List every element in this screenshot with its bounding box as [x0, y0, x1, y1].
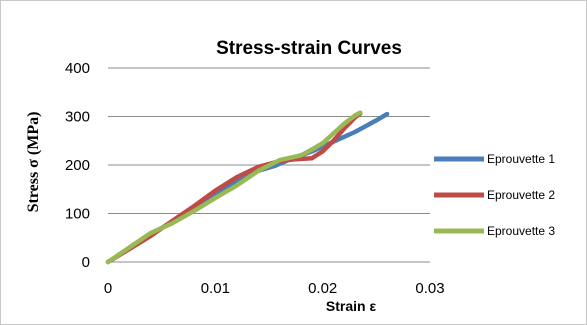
legend: Eprouvette 1 Eprouvette 2 Eprouvette 3	[434, 152, 555, 238]
series-line	[108, 114, 387, 262]
y-tick-label: 100	[65, 206, 90, 223]
series-lines	[108, 113, 387, 262]
y-tick-label: 400	[65, 60, 90, 77]
legend-label: Eprouvette 3	[487, 224, 555, 238]
x-tick-label: 0.01	[201, 280, 230, 297]
x-tick-label: 0	[104, 280, 112, 297]
chart-title: Stress-strain Curves	[216, 38, 402, 59]
y-axis-label: Stress σ (MPa)	[25, 112, 42, 213]
y-tick-label: 300	[65, 109, 90, 126]
legend-label: Eprouvette 2	[487, 188, 555, 202]
x-axis-label: Strain ε	[326, 298, 377, 314]
gridlines	[108, 68, 430, 214]
legend-label: Eprouvette 1	[487, 152, 555, 166]
x-tick-label: 0.03	[415, 280, 444, 297]
x-tick-label: 0.02	[308, 280, 337, 297]
y-tick-labels: 0 100 200 300 400	[65, 60, 90, 271]
x-tick-labels: 0 0.01 0.02 0.03	[104, 280, 445, 297]
y-tick-label: 200	[65, 157, 90, 174]
y-tick-label: 0	[82, 254, 90, 271]
